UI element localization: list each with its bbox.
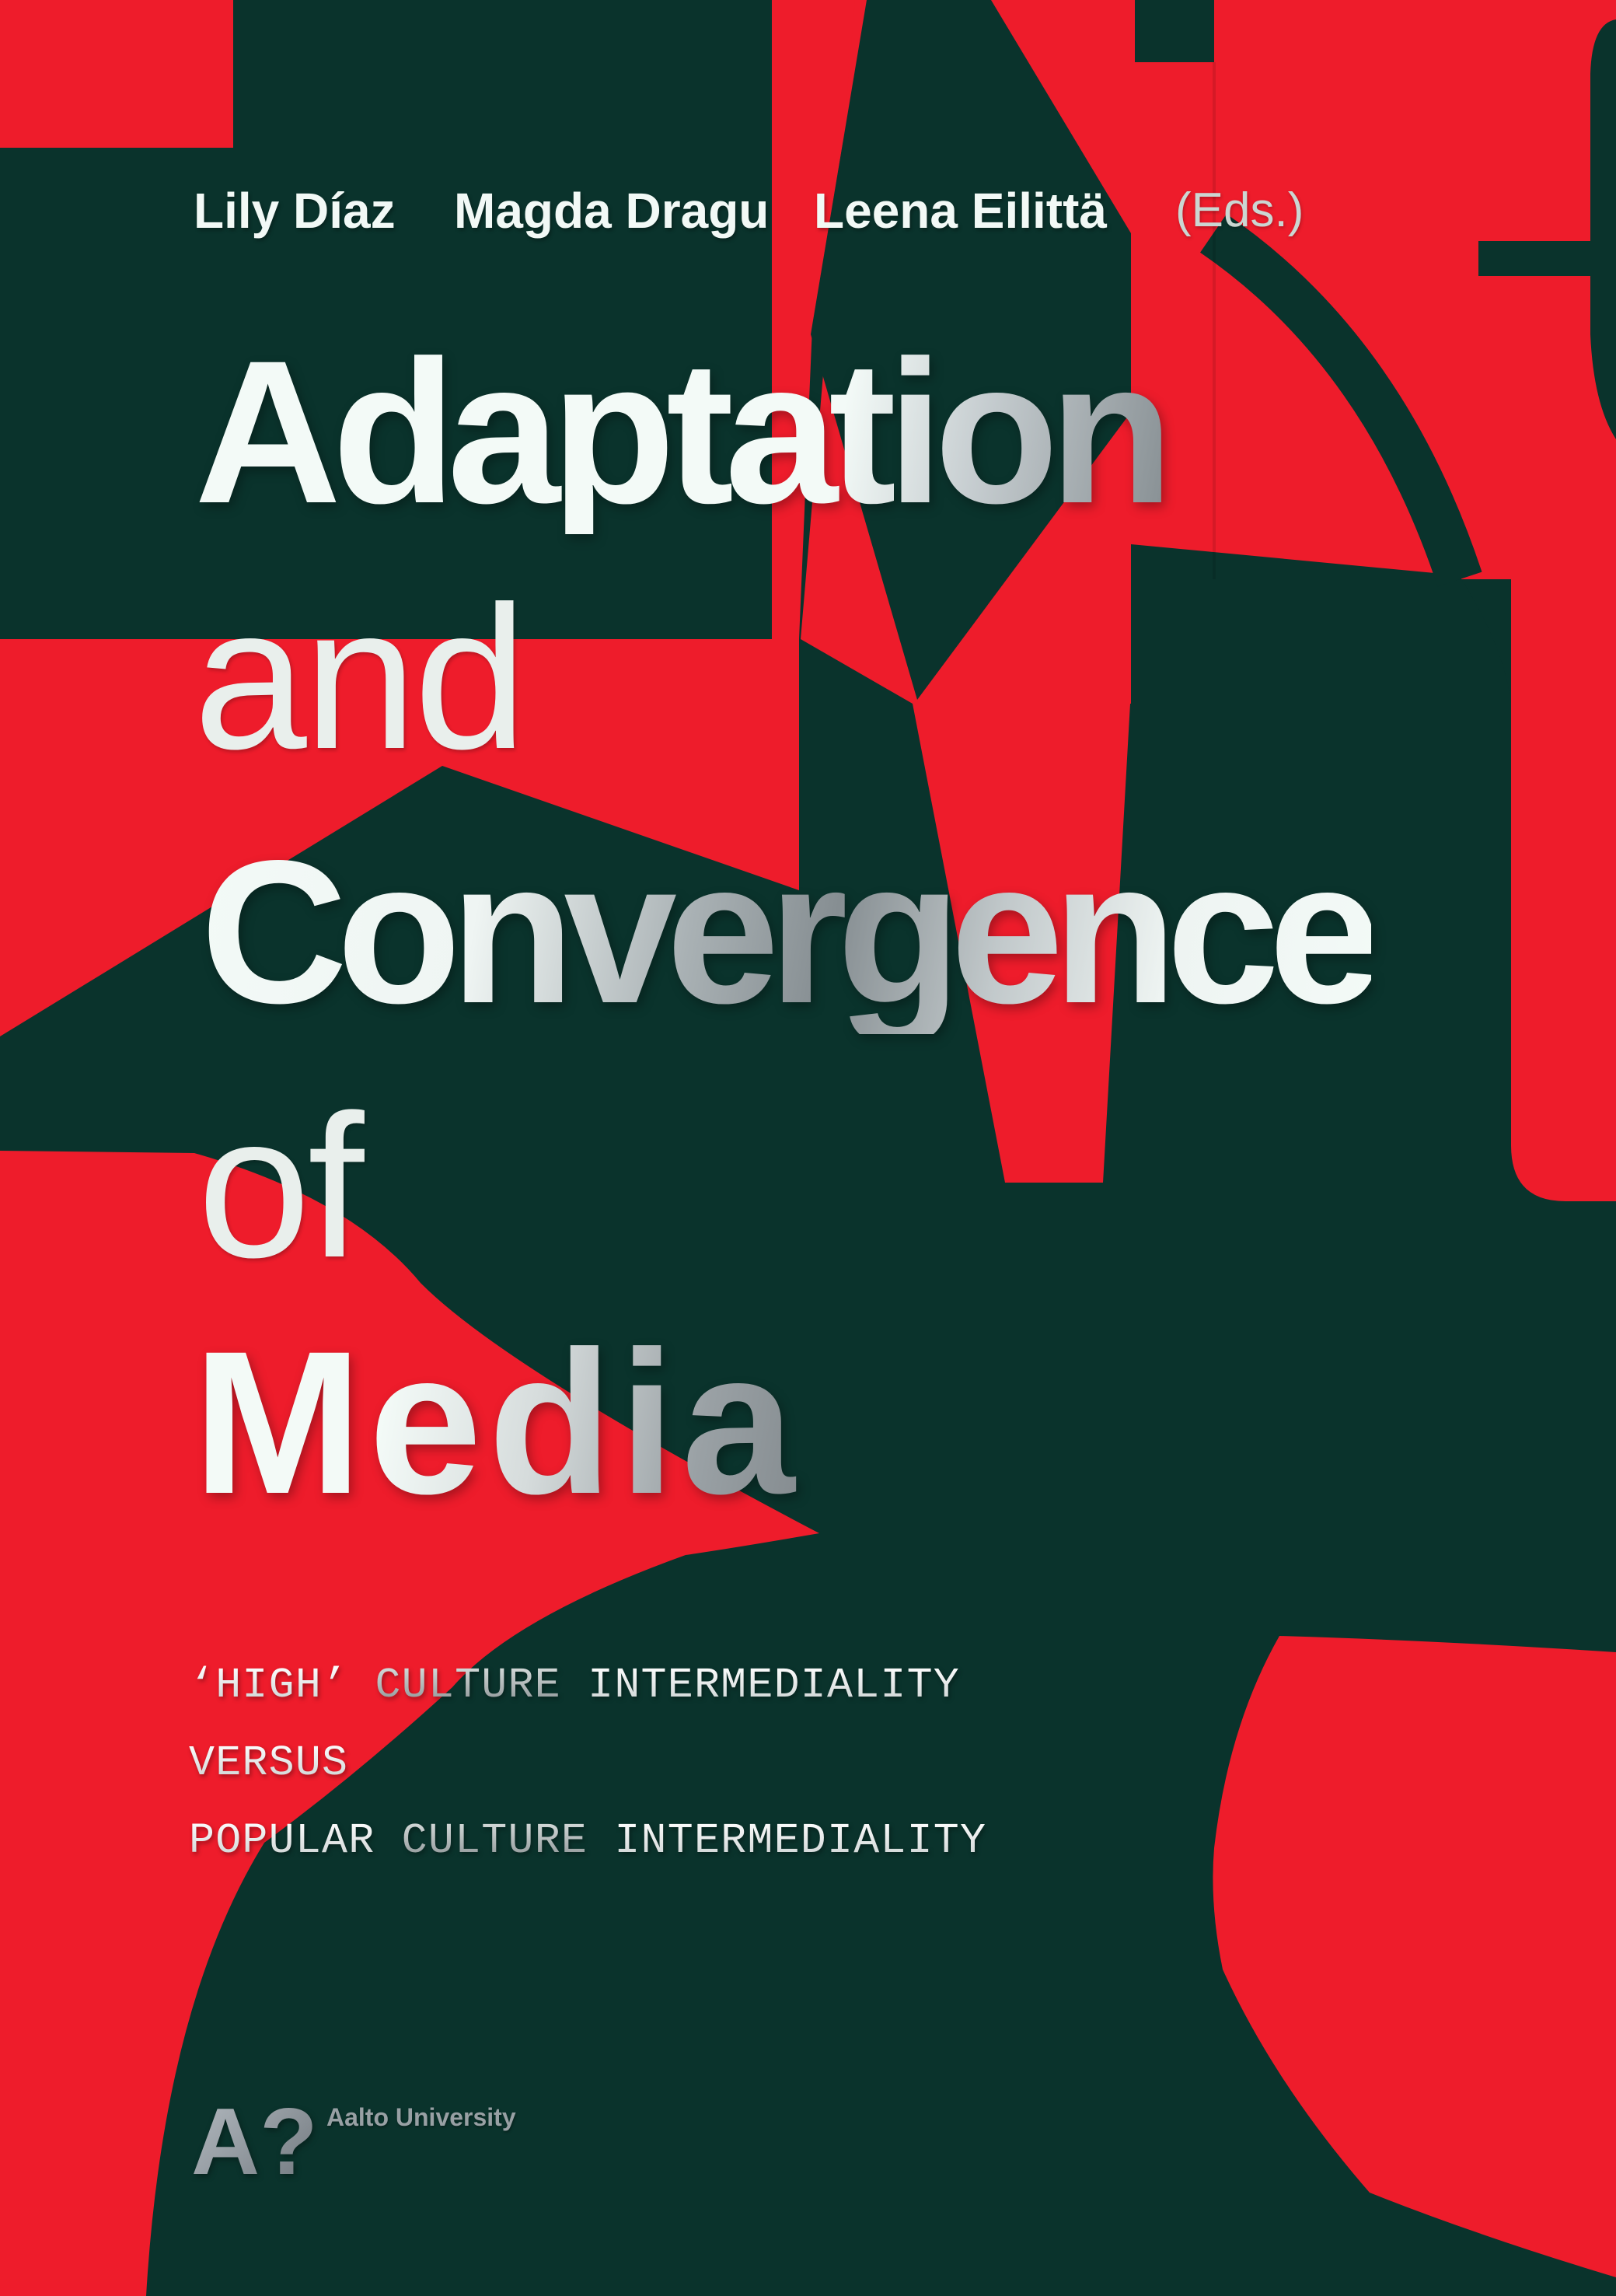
panel-divider-line bbox=[1213, 62, 1216, 579]
dark-center-blob bbox=[1131, 544, 1511, 1204]
subtitle-word: CULTURE bbox=[401, 1816, 588, 1865]
subtitle-word: ‘HIGH’ bbox=[189, 1661, 349, 1710]
subtitle-line-1: ‘HIGH’ CULTURE INTERMEDIALITY bbox=[189, 1664, 960, 1707]
title-word-adaptation: Adaptation bbox=[194, 318, 1174, 546]
aalto-logo-icon: A? bbox=[191, 2088, 318, 2194]
dark-f-glyph-stem bbox=[1590, 19, 1616, 439]
subtitle-word: POPULAR bbox=[189, 1816, 375, 1865]
dark-arc-glyph bbox=[1200, 214, 1482, 587]
red-band-left bbox=[0, 639, 799, 1036]
editor-name-3: Leena Eilittä bbox=[814, 183, 1107, 239]
subtitle-word: INTERMEDIALITY bbox=[614, 1816, 987, 1865]
dark-slash-glyph bbox=[811, 0, 1131, 700]
editor-name-2: Magda Dragu bbox=[454, 183, 770, 239]
red-mass-bottom-left bbox=[0, 1151, 819, 2296]
title-word-convergence: Convergence bbox=[201, 818, 1382, 1046]
subtitle-line-3: POPULAR CULTURE INTERMEDIALITY bbox=[189, 1819, 986, 1862]
subtitle-word: CULTURE bbox=[375, 1661, 561, 1710]
dark-f-glyph-crossbar bbox=[1478, 241, 1616, 276]
title-word-and: and bbox=[194, 564, 527, 792]
red-block-top-left bbox=[0, 0, 233, 148]
editors-suffix: (Eds.) bbox=[1175, 183, 1304, 237]
subtitle-line-2: VERSUS bbox=[189, 1742, 348, 1784]
red-column-right bbox=[1511, 579, 1616, 1201]
title-word-media: Media bbox=[193, 1309, 801, 1536]
subtitle-word: INTERMEDIALITY bbox=[588, 1661, 961, 1710]
publisher-name: Aalto University bbox=[326, 2103, 516, 2131]
editor-name-1: Lily Díaz bbox=[194, 183, 396, 239]
title-word-of: of bbox=[197, 1072, 365, 1300]
subtitle-word: VERSUS bbox=[189, 1739, 349, 1788]
red-blob-bottom-right bbox=[1213, 1636, 1616, 2277]
red-strip-top bbox=[772, 0, 867, 639]
